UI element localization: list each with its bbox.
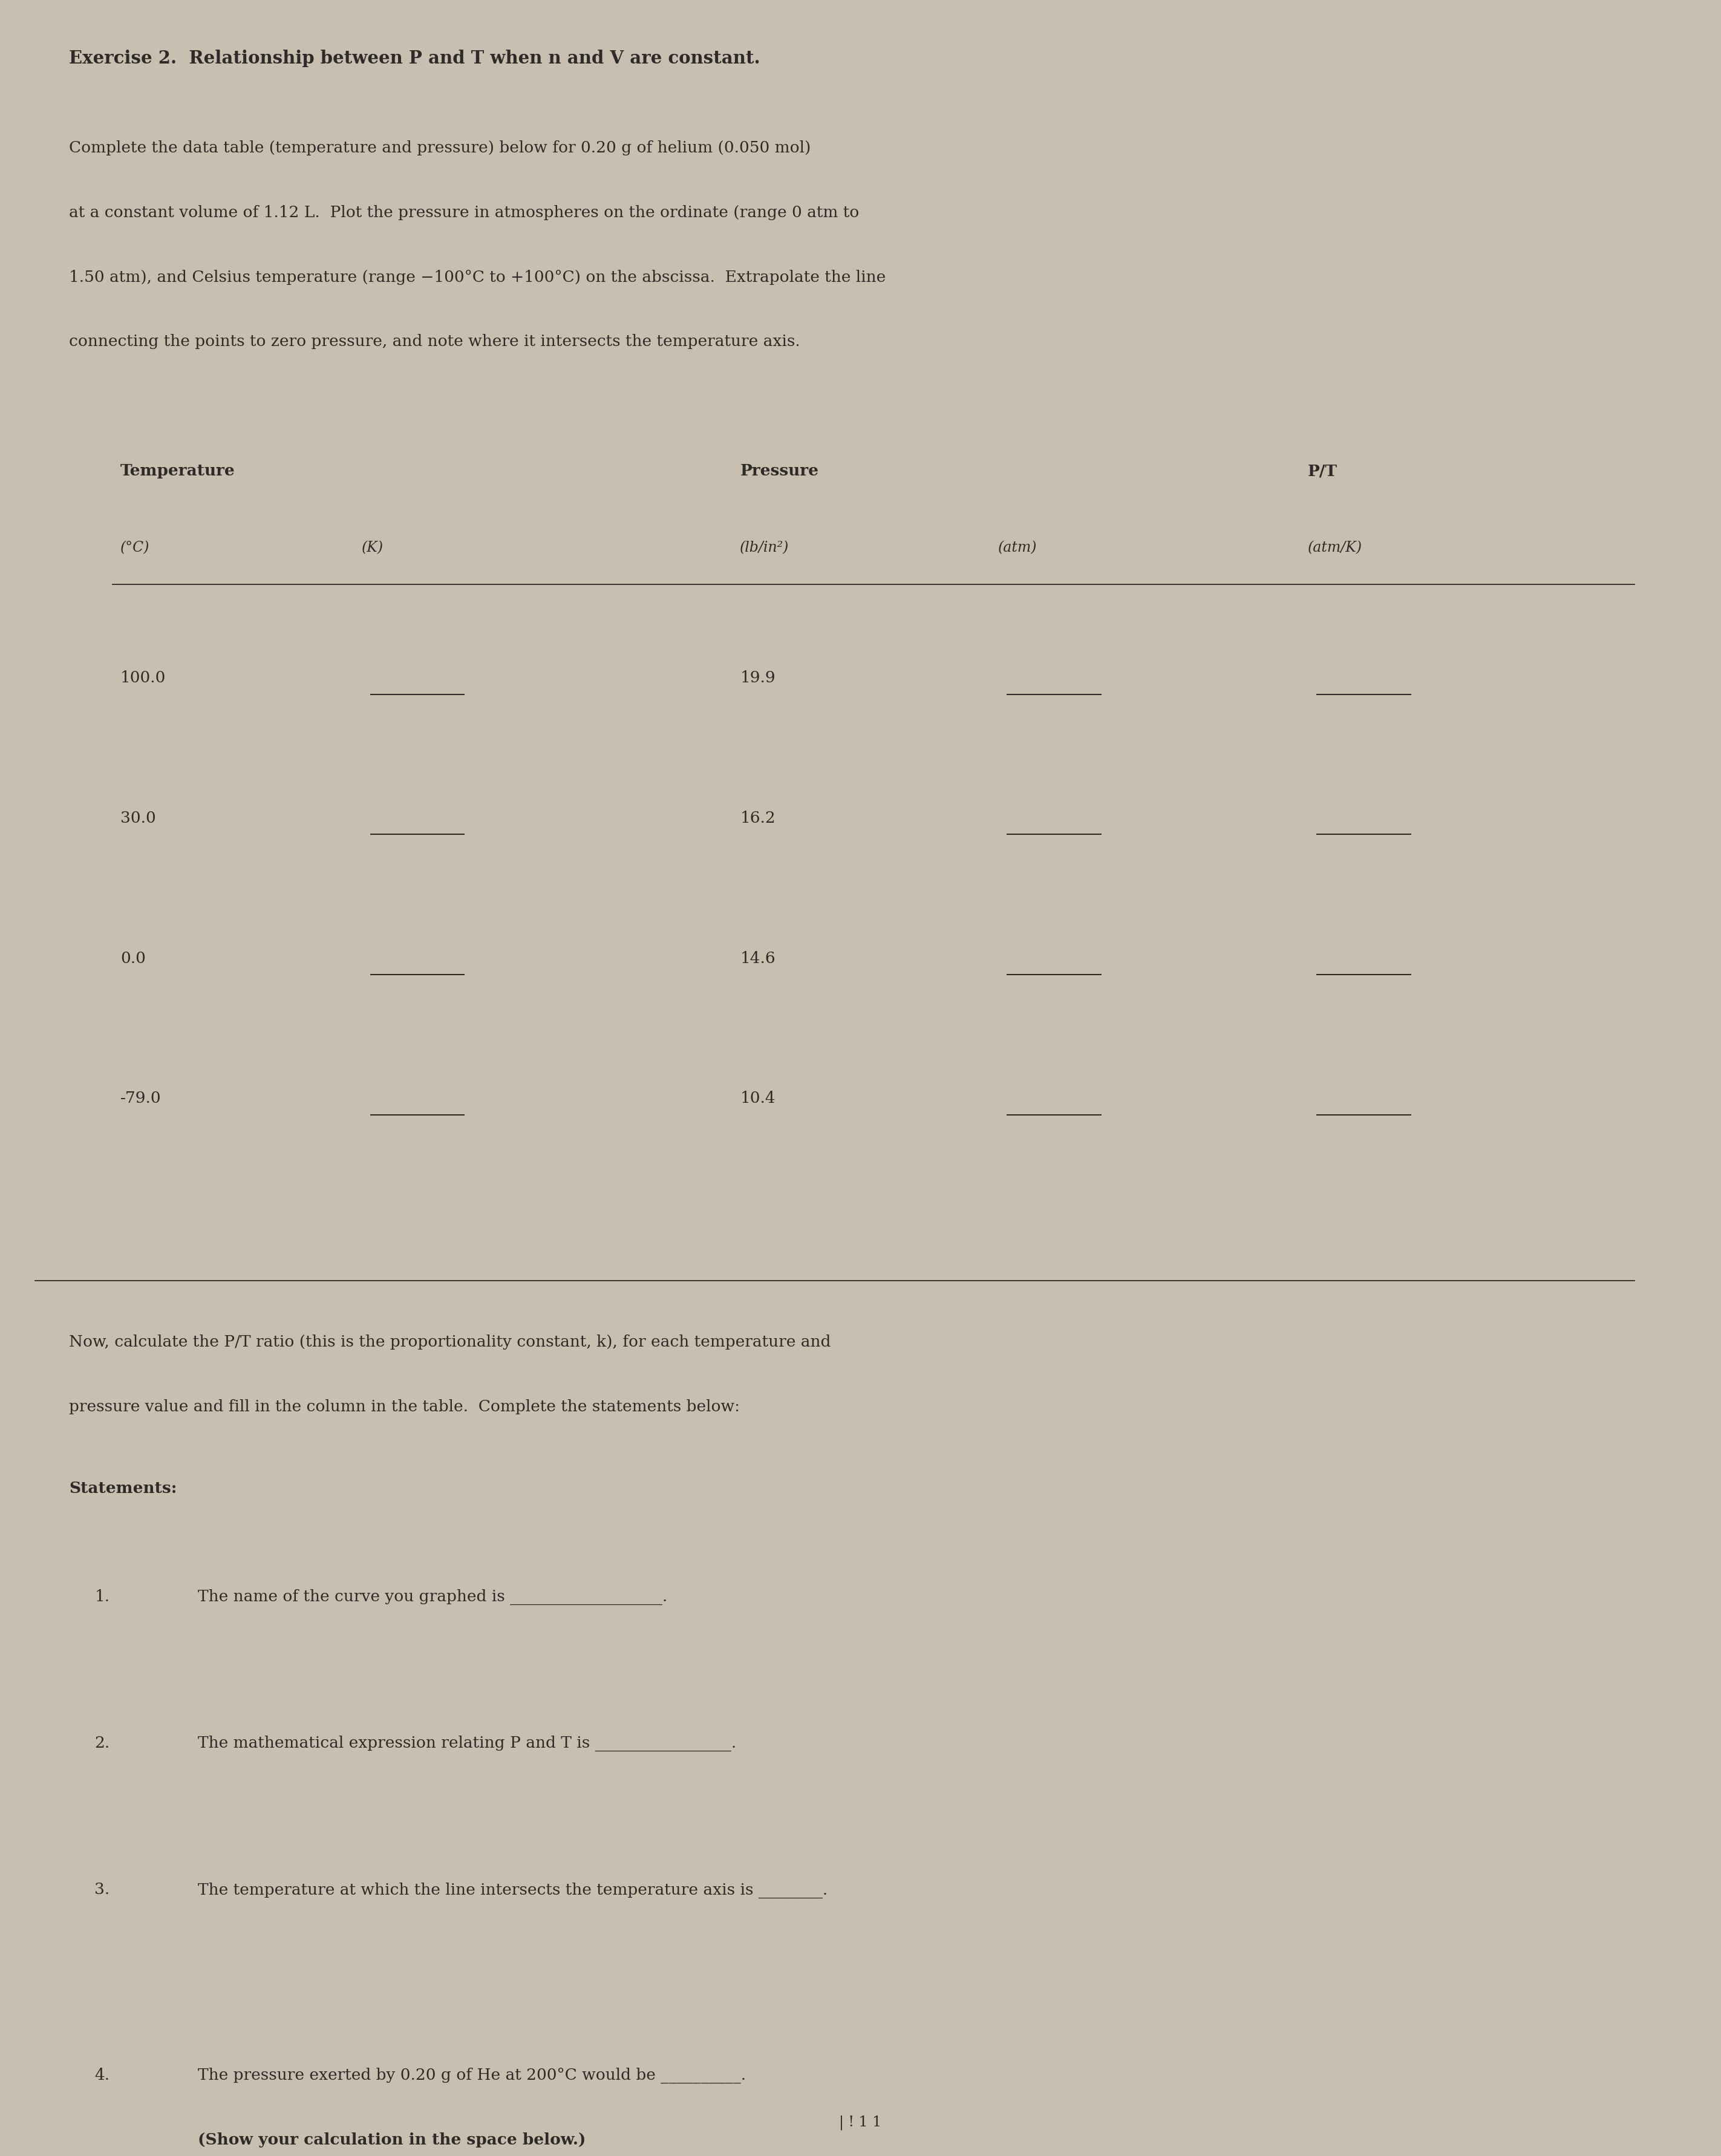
Text: P/T: P/T [1308,464,1337,479]
Text: 19.9: 19.9 [740,671,776,686]
Text: 16.2: 16.2 [740,811,776,826]
Text: (Show your calculation in the space below.): (Show your calculation in the space belo… [198,2132,585,2147]
Text: The mathematical expression relating P and T is _________________.: The mathematical expression relating P a… [198,1736,737,1751]
Text: 2.: 2. [95,1736,110,1751]
Text: (°C): (°C) [120,541,150,554]
Text: 1.: 1. [95,1589,110,1604]
Text: The pressure exerted by 0.20 g of He at 200°C would be __________.: The pressure exerted by 0.20 g of He at … [198,2068,745,2083]
Text: 10.4: 10.4 [740,1091,776,1106]
Text: Statements:: Statements: [69,1481,177,1496]
Text: 30.0: 30.0 [120,811,157,826]
Text: 3.: 3. [95,1882,110,1897]
Text: Exercise 2.  Relationship between P and T when n and V are constant.: Exercise 2. Relationship between P and T… [69,50,761,67]
Text: (atm): (atm) [998,541,1038,554]
Text: The temperature at which the line intersects the temperature axis is ________.: The temperature at which the line inters… [198,1882,828,1897]
Text: | ! 1 1: | ! 1 1 [840,2115,881,2130]
Text: 1.50 atm), and Celsius temperature (range −100°C to +100°C) on the abscissa.  Ex: 1.50 atm), and Celsius temperature (rang… [69,270,886,285]
Text: The name of the curve you graphed is ___________________.: The name of the curve you graphed is ___… [198,1589,668,1604]
Text: 4.: 4. [95,2068,110,2083]
Text: (lb/in²): (lb/in²) [740,541,790,554]
Text: Temperature: Temperature [120,464,236,479]
Text: 14.6: 14.6 [740,951,776,966]
Text: (K): (K) [361,541,384,554]
Text: Now, calculate the P/T ratio (this is the proportionality constant, k), for each: Now, calculate the P/T ratio (this is th… [69,1335,831,1350]
Text: pressure value and fill in the column in the table.  Complete the statements bel: pressure value and fill in the column in… [69,1399,740,1414]
Text: 0.0: 0.0 [120,951,146,966]
Text: 100.0: 100.0 [120,671,165,686]
Text: Complete the data table (temperature and pressure) below for 0.20 g of helium (0: Complete the data table (temperature and… [69,140,811,155]
Text: (atm/K): (atm/K) [1308,541,1363,554]
Text: Pressure: Pressure [740,464,819,479]
Text: at a constant volume of 1.12 L.  Plot the pressure in atmospheres on the ordinat: at a constant volume of 1.12 L. Plot the… [69,205,859,220]
Text: connecting the points to zero pressure, and note where it intersects the tempera: connecting the points to zero pressure, … [69,334,800,349]
Text: -79.0: -79.0 [120,1091,162,1106]
